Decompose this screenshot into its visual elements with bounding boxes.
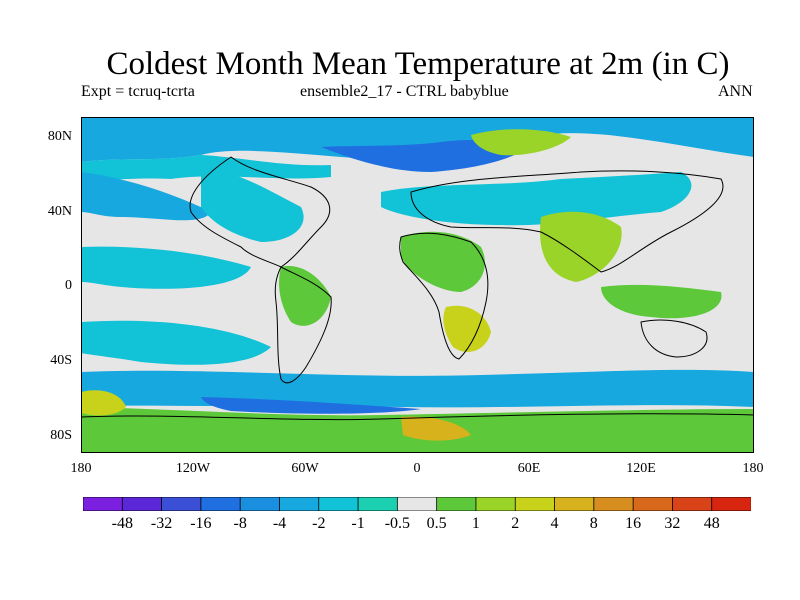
lon-tick-60w: 60W: [291, 461, 319, 476]
antarctic-strong-patch: [81, 390, 126, 416]
colorbar-swatch: [239, 497, 281, 511]
lat-tick-80n: 80N: [47, 129, 72, 144]
colorbar-label: -4: [272, 515, 287, 532]
colorbar: [83, 497, 751, 511]
colorbar-label: 2: [511, 515, 520, 532]
lon-tick-120w: 120W: [175, 461, 211, 476]
colorbar-label: 4: [550, 515, 559, 532]
map-title: Coldest Month Mean Temperature at 2m (in…: [106, 46, 730, 82]
colorbar-label: -32: [150, 515, 173, 532]
southern-ocean-cool: [81, 369, 754, 408]
lon-tick-180w: 180: [70, 461, 92, 476]
lat-tick-40s: 40S: [50, 353, 72, 368]
colorbar-swatch: [514, 497, 556, 511]
colorbar-swatch: [475, 497, 516, 511]
colorbar-swatch: [121, 497, 163, 511]
lat-tick-40n: 40N: [47, 204, 72, 219]
maritime-warm: [601, 284, 722, 319]
colorbar-label: 48: [703, 515, 720, 532]
colorbar-label: -2: [312, 515, 326, 532]
siberia-warm-patch: [471, 129, 571, 156]
antarctic-orange-patch: [401, 416, 471, 441]
map-border: [81, 117, 754, 453]
north-pacific-cool: [81, 172, 211, 221]
colorbar-label: 32: [664, 515, 681, 532]
asia-warm: [540, 211, 622, 282]
north-america-cool: [201, 167, 304, 242]
colorbar-swatch: [279, 497, 320, 511]
south-pacific-cool: [81, 320, 271, 365]
lat-tick-80s: 80S: [50, 428, 72, 443]
colorbar-label: 16: [625, 515, 642, 532]
colorbar-label: -0.5: [384, 515, 411, 532]
colorbar-label: -16: [190, 515, 212, 532]
colorbar-swatch: [632, 497, 674, 511]
lon-tick-60e: 60E: [517, 461, 541, 476]
season-label: ANN: [718, 83, 753, 100]
colorbar-label: -1: [351, 515, 365, 532]
colorbar-swatch: [357, 497, 399, 511]
colorbar-label: -48: [111, 515, 133, 532]
tropical-pacific-teal: [81, 246, 251, 289]
lon-tick-0: 0: [413, 461, 421, 476]
colorbar-swatch: [161, 497, 202, 511]
colorbar-swatch: [436, 497, 477, 511]
lat-tick-0: 0: [65, 278, 72, 293]
lon-tick-120e: 120E: [626, 461, 656, 476]
colorbar-swatch: [200, 497, 241, 511]
colorbar-swatch: [396, 497, 438, 511]
colorbar-swatch: [711, 497, 751, 511]
colorbar-swatch: [672, 497, 713, 511]
africa-warm: [401, 231, 485, 292]
colorbar-swatch: [593, 497, 634, 511]
coastlines: [81, 156, 754, 421]
temperature-map: [81, 117, 754, 453]
north-atlantic-dark: [321, 140, 521, 172]
colorbar-swatch: [554, 497, 595, 511]
colorbar-label: 8: [589, 515, 598, 532]
southern-africa-warm: [443, 305, 491, 352]
colorbar-label: -8: [233, 515, 247, 532]
colorbar-label: 1: [471, 515, 480, 532]
south-america-warm: [279, 266, 331, 326]
colorbar-label: 0.5: [426, 515, 447, 532]
southern-ocean-dark: [201, 397, 421, 414]
arctic-cool-band: [81, 117, 754, 162]
ensemble-label: ensemble2_17 - CTRL babyblue: [300, 83, 509, 100]
colorbar-swatch: [83, 497, 123, 511]
eurasia-cool: [381, 172, 692, 226]
lon-tick-180e: 180: [742, 461, 764, 476]
colorbar-swatch: [318, 497, 359, 511]
experiment-label: Expt = tcruq-tcrta: [81, 83, 195, 100]
